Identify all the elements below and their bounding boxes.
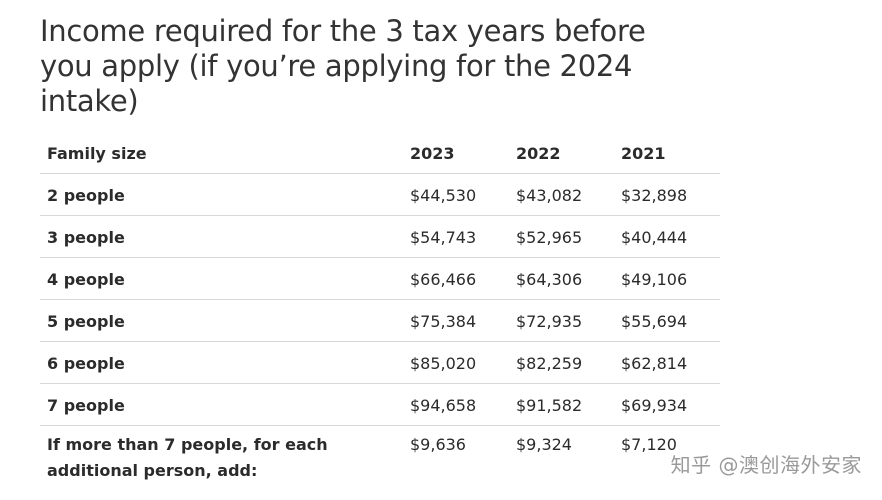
- table-row: 2 people $44,530 $43,082 $32,898: [40, 174, 720, 216]
- family-size-cell: 2 people: [47, 186, 125, 205]
- income-2022-cell: $64,306: [516, 270, 583, 289]
- table-row: 4 people $66,466 $64,306 $49,106: [40, 258, 720, 300]
- income-2022-cell: $91,582: [516, 396, 583, 415]
- income-2023-cell: $44,530: [410, 186, 477, 205]
- page-title: Income required for the 3 tax years befo…: [40, 14, 646, 118]
- income-2021-cell: $69,934: [621, 396, 688, 415]
- family-size-cell: 5 people: [47, 312, 125, 331]
- income-2023-cell: $85,020: [410, 354, 477, 373]
- income-2023-cell: $75,384: [410, 312, 477, 331]
- watermark: 知乎 @澳创海外安家: [670, 453, 862, 477]
- income-2022-cell: $82,259: [516, 354, 583, 373]
- table-row: 3 people $54,743 $52,965 $40,444: [40, 216, 720, 258]
- income-2023-cell: $94,658: [410, 396, 477, 415]
- income-2021-cell: $7,120: [621, 435, 677, 454]
- income-2021-cell: $49,106: [621, 270, 688, 289]
- family-size-cell: 7 people: [47, 396, 125, 415]
- family-size-cell: If more than 7 people, for each addition…: [47, 435, 328, 480]
- table-row: 7 people $94,658 $91,582 $69,934: [40, 384, 720, 426]
- header-2021: 2021: [621, 144, 666, 163]
- income-2023-cell: $66,466: [410, 270, 477, 289]
- family-size-cell: 4 people: [47, 270, 125, 289]
- income-2022-cell: $72,935: [516, 312, 583, 331]
- header-2023: 2023: [410, 144, 455, 163]
- family-size-cell: 6 people: [47, 354, 125, 373]
- family-size-cell: 3 people: [47, 228, 125, 247]
- income-2022-cell: $9,324: [516, 435, 572, 454]
- table-row: If more than 7 people, for each addition…: [40, 426, 720, 486]
- header-family-size: Family size: [47, 144, 147, 163]
- header-2022: 2022: [516, 144, 561, 163]
- table-row: 6 people $85,020 $82,259 $62,814: [40, 342, 720, 384]
- income-2022-cell: $43,082: [516, 186, 583, 205]
- income-2021-cell: $32,898: [621, 186, 688, 205]
- income-2021-cell: $62,814: [621, 354, 688, 373]
- income-table: Family size 2023 2022 2021 2 people $44,…: [40, 132, 720, 486]
- income-2023-cell: $9,636: [410, 435, 466, 454]
- income-2021-cell: $55,694: [621, 312, 688, 331]
- table-header-row: Family size 2023 2022 2021: [40, 132, 720, 174]
- income-2023-cell: $54,743: [410, 228, 477, 247]
- income-2022-cell: $52,965: [516, 228, 583, 247]
- table-row: 5 people $75,384 $72,935 $55,694: [40, 300, 720, 342]
- income-2021-cell: $40,444: [621, 228, 688, 247]
